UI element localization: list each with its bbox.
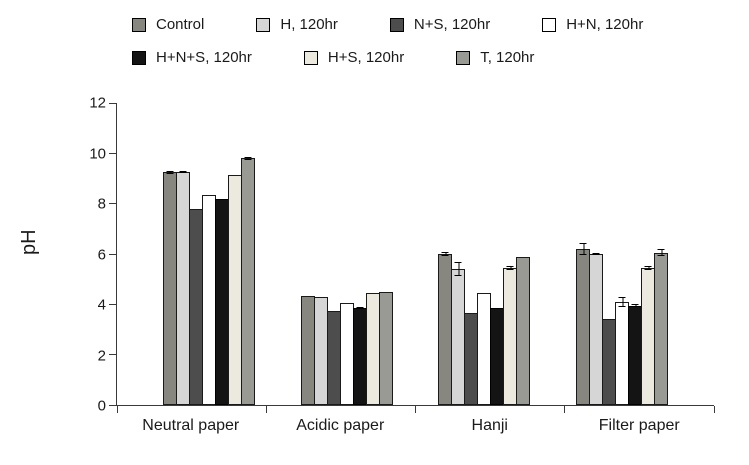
error-bar (356, 306, 364, 310)
bar (188, 208, 203, 405)
error-bar (618, 296, 626, 307)
legend-row-1: Control H, 120hr N+S, 120hr H+N, 120hr (132, 16, 643, 33)
bar (641, 265, 656, 405)
bar (352, 306, 367, 405)
x-category-label: Acidic paper (296, 417, 385, 434)
y-tick-mark (109, 152, 116, 154)
bar (654, 249, 669, 405)
legend-row-2: H+N+S, 120hr H+S, 120hr T, 120hr (132, 49, 643, 66)
bar (602, 319, 617, 405)
legend-item: H, 120hr (256, 16, 338, 33)
x-category-label: Filter paper (598, 417, 680, 434)
bar (201, 194, 216, 405)
bar (378, 291, 393, 405)
x-category-label: Neutral paper (142, 417, 240, 434)
legend-item: H+S, 120hr (303, 49, 405, 66)
legend-label: N+S, 120hr (413, 16, 491, 33)
legend-swatch (389, 17, 404, 32)
x-tick-mark (265, 406, 267, 413)
y-tick-label: 10 (89, 145, 106, 162)
y-axis-title: pH (18, 229, 40, 255)
bar (214, 198, 229, 405)
bar (628, 304, 643, 405)
legend-item: Control (132, 16, 204, 33)
legend-swatch (132, 50, 146, 65)
bar (464, 313, 479, 405)
legend-swatch (456, 50, 471, 65)
legend-swatch (303, 50, 318, 65)
y-tick-mark (109, 253, 116, 255)
y-tick-label: 6 (97, 246, 106, 263)
y-tick-mark (109, 102, 116, 104)
error-bar (579, 242, 587, 256)
bar (240, 156, 255, 405)
bar-group (576, 103, 669, 405)
error-bar (644, 265, 652, 270)
bar (175, 170, 190, 405)
bar-group (162, 103, 255, 405)
x-tick-mark (415, 406, 416, 413)
bar (313, 296, 328, 405)
plot-frame (109, 102, 715, 413)
error-bar (179, 170, 187, 174)
error-bar (506, 265, 514, 270)
error-bar (166, 170, 174, 174)
legend-label: Control (156, 16, 205, 33)
y-tick-label: 2 (97, 347, 106, 364)
y-tick-label: 12 (89, 94, 106, 112)
bar-group (300, 103, 393, 405)
legend-swatch (256, 17, 271, 32)
legend-item: H+N, 120hr (542, 16, 643, 33)
bar (490, 308, 505, 405)
error-bar (454, 262, 462, 276)
error-bar (592, 252, 600, 256)
y-tick-label: 0 (97, 397, 106, 415)
legend-label: T, 120hr (480, 49, 535, 66)
x-tick-mark (564, 406, 566, 413)
legend-swatch (542, 17, 557, 32)
bar (451, 262, 466, 405)
legend: Control H, 120hr N+S, 120hr H+N, 120hr H+N+… (132, 16, 643, 82)
error-bar (441, 251, 449, 257)
x-tick-mark (116, 406, 118, 413)
legend-item: H+N+S, 120hr (132, 49, 252, 66)
y-axis-tick-labels: 0 2 4 6 8 10 12 (72, 96, 106, 414)
bar (365, 293, 380, 405)
x-tick-mark (713, 406, 715, 413)
bar (589, 252, 604, 405)
bar (326, 310, 341, 405)
bar-group (438, 103, 531, 405)
plot-area (117, 103, 714, 405)
y-tick-mark (109, 354, 116, 356)
x-category-label: Hanji (471, 417, 508, 434)
bar (615, 296, 630, 405)
bar (576, 242, 591, 405)
error-bar (244, 156, 252, 160)
error-bar (631, 304, 639, 307)
y-tick-mark (109, 203, 116, 205)
y-tick-label: 4 (97, 296, 106, 314)
bar (503, 265, 518, 405)
legend-label: H+N+S, 120hr (156, 49, 252, 66)
bar (516, 256, 531, 405)
y-tick-mark (109, 404, 116, 406)
legend-label: H+S, 120hr (327, 49, 405, 66)
legend-item: T, 120hr (456, 49, 534, 66)
bar (339, 303, 354, 405)
bar (162, 170, 177, 405)
bar (227, 174, 242, 405)
bar (477, 293, 492, 405)
y-tick-label: 8 (97, 195, 106, 213)
legend-item: N+S, 120hr (389, 16, 491, 33)
x-axis-labels: Neutral paper Acidic paper Hanji Filter pap… (116, 417, 714, 435)
legend-label: H, 120hr (280, 16, 338, 33)
error-bar (657, 249, 665, 257)
y-tick-mark (109, 303, 116, 305)
legend-label: H+N, 120hr (566, 16, 644, 33)
legend-swatch (132, 17, 146, 32)
bar (438, 251, 453, 405)
bar (300, 295, 315, 405)
